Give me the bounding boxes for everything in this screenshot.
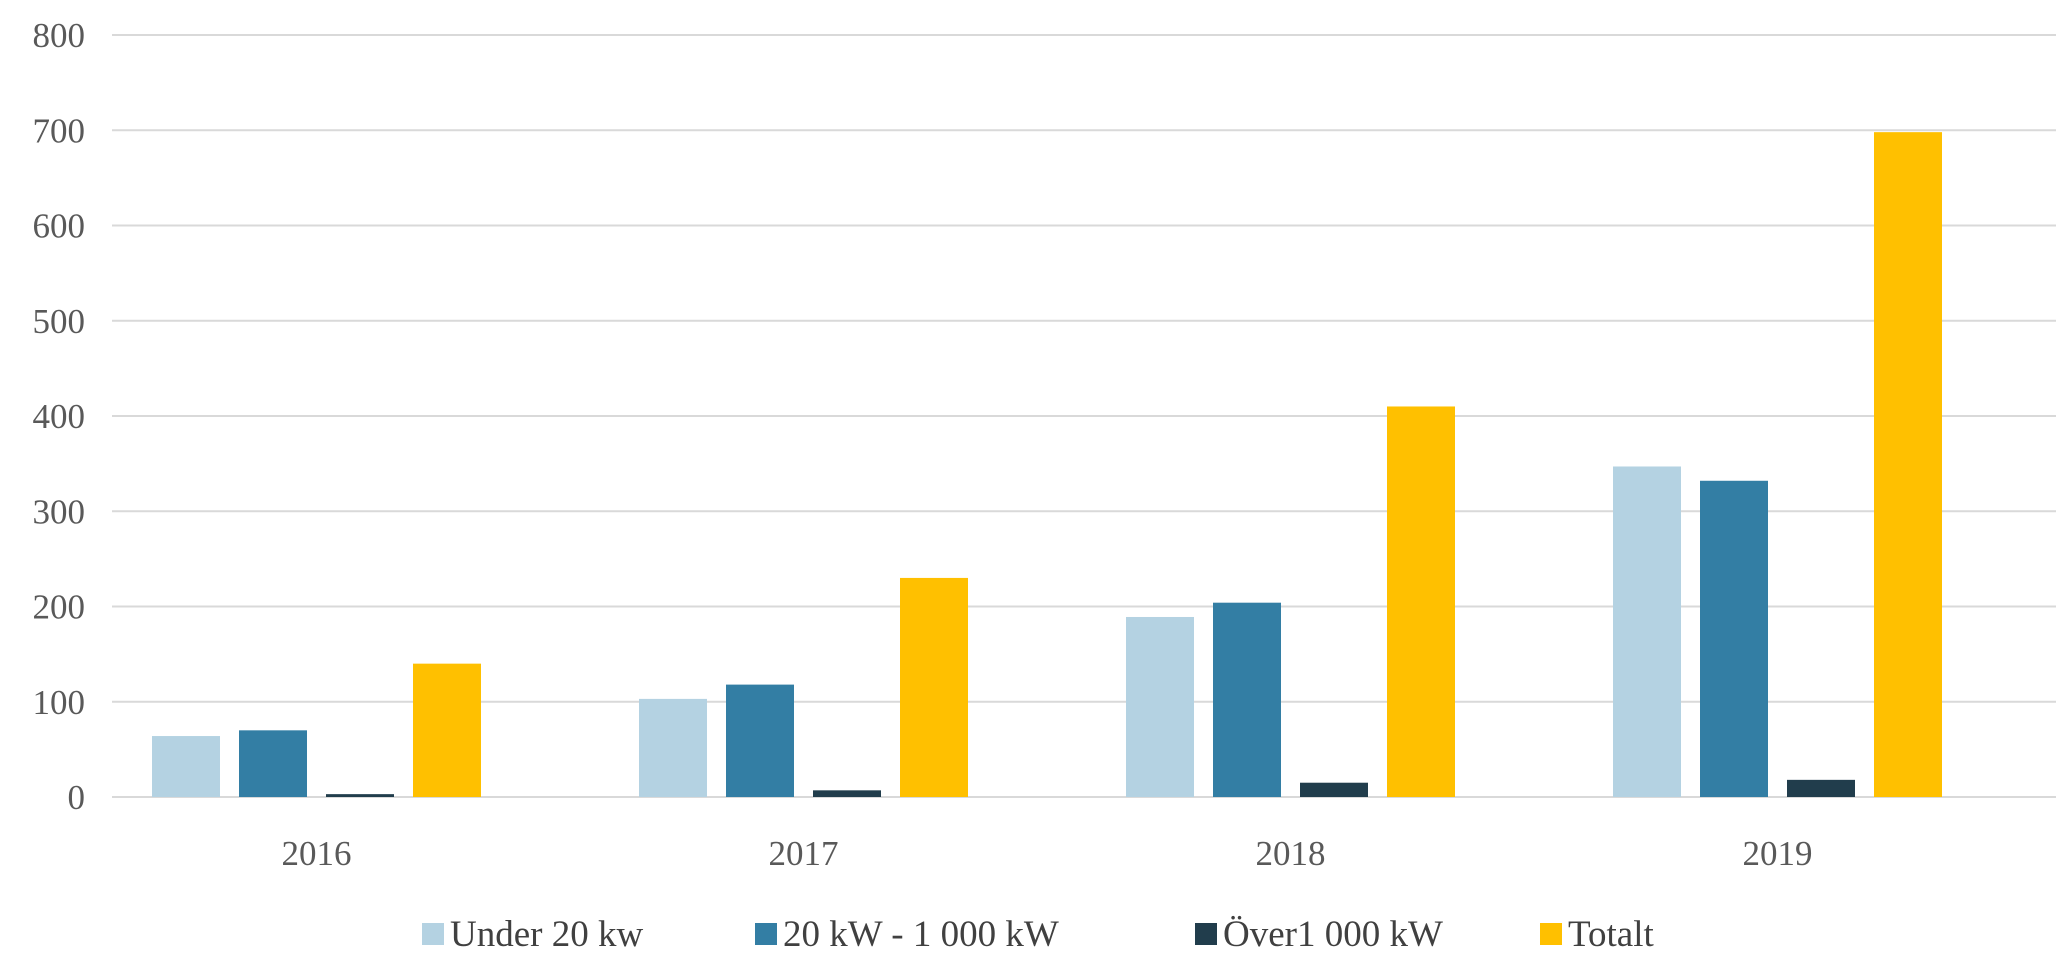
y-tick-label: 0: [68, 778, 86, 817]
bars: [152, 132, 1942, 797]
bar-2018-series-0: [1126, 616, 1194, 797]
bar-2018-series-3: [1387, 406, 1455, 797]
bar-2016-series-2: [326, 794, 394, 797]
legend-swatch: [422, 923, 444, 945]
y-tick-label: 200: [33, 588, 86, 627]
bar-2019-series-0: [1613, 466, 1681, 797]
y-tick-label: 600: [33, 207, 86, 246]
y-axis-ticks: 0 100 200 300 400 500 600 700 800: [33, 16, 86, 817]
legend-swatch: [1195, 923, 1217, 945]
x-tick-label: 2018: [1256, 834, 1326, 873]
legend-swatch: [755, 923, 777, 945]
legend-swatch: [1540, 923, 1562, 945]
bar-2016-series-1: [239, 730, 307, 797]
bar-2017-series-1: [726, 684, 794, 797]
x-tick-label: 2019: [1743, 834, 1813, 873]
bar-2016-series-0: [152, 736, 220, 797]
y-tick-label: 800: [33, 16, 86, 55]
y-tick-label: 400: [33, 397, 86, 436]
y-tick-label: 700: [33, 111, 86, 150]
legend-label: 20 kW - 1 000 kW: [783, 914, 1059, 955]
bar-2016-series-3: [413, 663, 481, 797]
y-tick-label: 500: [33, 302, 86, 341]
y-tick-label: 100: [33, 683, 86, 722]
y-tick-label: 300: [33, 492, 86, 531]
x-tick-label: 2016: [282, 834, 352, 873]
legend: Under 20 kw 20 kW - 1 000 kW Över1 000 kW T…: [422, 914, 1654, 955]
x-tick-label: 2017: [769, 834, 839, 873]
bar-2019-series-3: [1874, 132, 1942, 797]
x-axis-ticks: 2016 2017 2018 2019: [282, 834, 1813, 873]
bar-2017-series-0: [639, 698, 707, 797]
bar-2017-series-2: [813, 790, 881, 797]
legend-label: Över1 000 kW: [1223, 914, 1443, 955]
bar-2017-series-3: [900, 577, 968, 797]
bar-2019-series-2: [1787, 779, 1855, 797]
bar-2019-series-1: [1700, 480, 1768, 797]
legend-label: Under 20 kw: [450, 914, 643, 955]
bar-2018-series-2: [1300, 782, 1368, 797]
legend-label: Totalt: [1568, 914, 1654, 955]
bar-2018-series-1: [1213, 602, 1281, 797]
